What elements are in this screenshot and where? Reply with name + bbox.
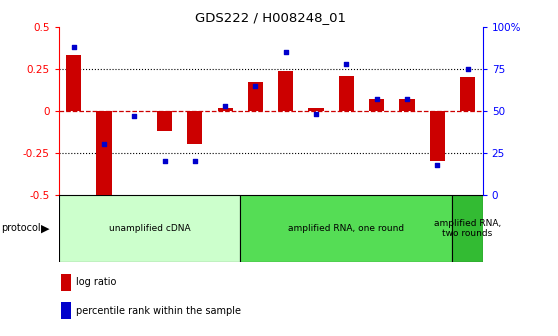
Point <box>221 103 230 109</box>
Bar <box>248 82 263 111</box>
Point <box>190 159 199 164</box>
Text: protocol: protocol <box>1 223 41 234</box>
Text: log ratio: log ratio <box>75 277 116 287</box>
Text: unamplified cDNA: unamplified cDNA <box>109 224 190 233</box>
Point <box>311 112 320 117</box>
Bar <box>309 108 324 111</box>
Bar <box>157 111 172 131</box>
Bar <box>59 195 240 262</box>
Point <box>433 162 442 167</box>
Bar <box>430 111 445 161</box>
Text: amplified RNA, one round: amplified RNA, one round <box>288 224 405 233</box>
Text: percentile rank within the sample: percentile rank within the sample <box>75 305 240 316</box>
Point <box>463 66 472 72</box>
Bar <box>66 55 81 111</box>
Bar <box>61 302 71 319</box>
Bar <box>453 195 483 262</box>
Bar <box>460 77 475 111</box>
Bar <box>339 76 354 111</box>
Bar <box>187 111 203 144</box>
Title: GDS222 / H008248_01: GDS222 / H008248_01 <box>195 11 346 24</box>
Text: ▶: ▶ <box>41 223 49 234</box>
Point <box>130 113 139 119</box>
Bar <box>218 108 233 111</box>
Bar <box>369 99 384 111</box>
Text: amplified RNA,
two rounds: amplified RNA, two rounds <box>434 219 501 238</box>
Bar <box>400 99 415 111</box>
Point <box>372 96 381 102</box>
Bar <box>240 195 453 262</box>
Bar <box>61 274 71 291</box>
Point <box>402 96 411 102</box>
Bar <box>278 71 294 111</box>
Point <box>99 142 108 147</box>
Point <box>160 159 169 164</box>
Point <box>342 61 351 67</box>
Bar <box>97 111 112 195</box>
Point <box>69 44 78 50</box>
Point <box>251 83 260 88</box>
Point <box>281 49 290 55</box>
